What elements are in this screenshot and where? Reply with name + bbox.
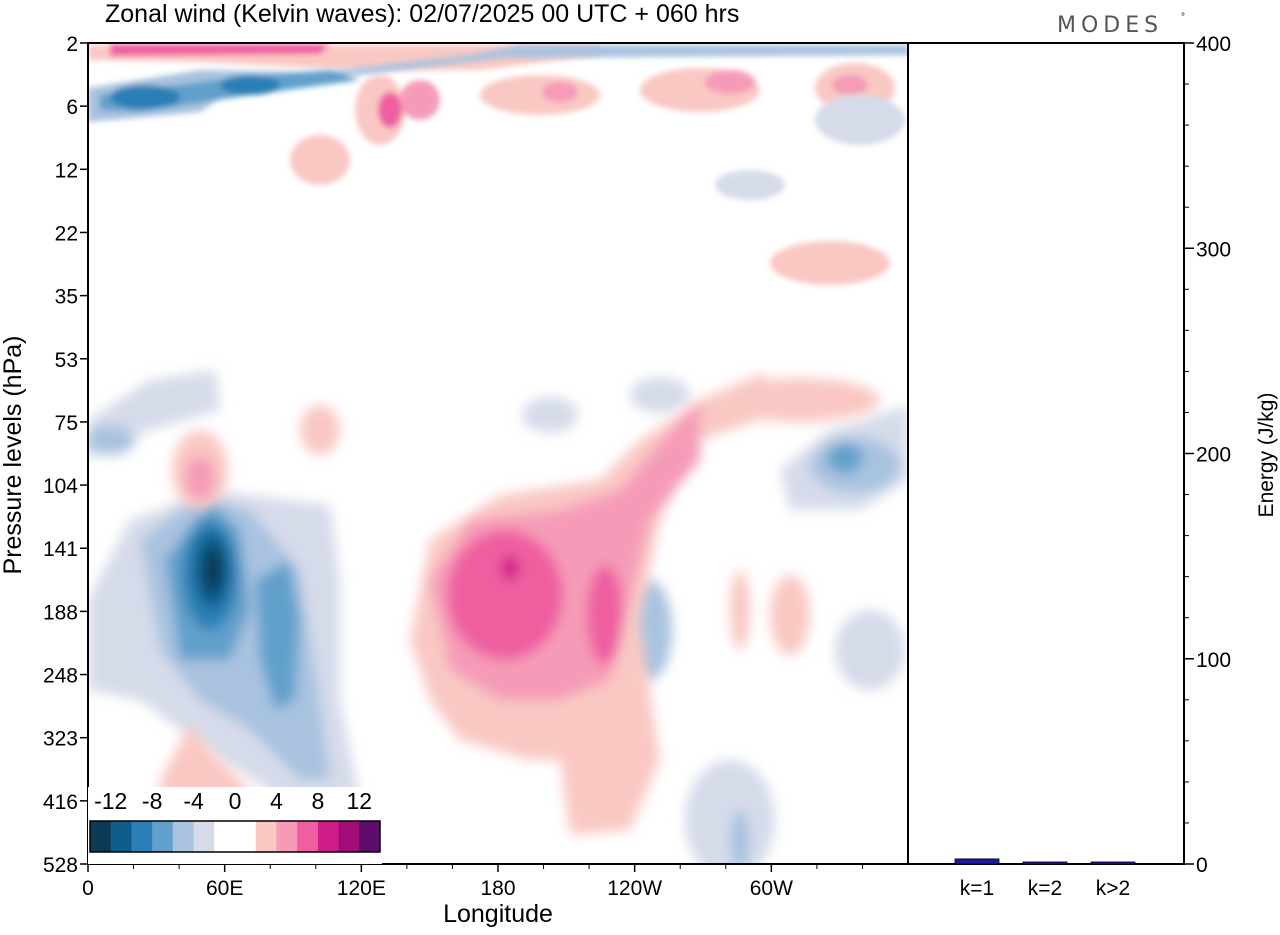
colorbar-swatch: [172, 821, 195, 852]
pressure-tick-label: 6: [66, 96, 78, 119]
colorbar-swatches: [90, 821, 381, 852]
pressure-tick-label: 248: [43, 665, 78, 688]
longitude-tick-label: 120W: [607, 877, 662, 900]
pressure-tick-label: 416: [43, 791, 78, 814]
energy-axis: 0 100 200 300 400: [1184, 33, 1231, 877]
colorbar-label: 4: [270, 788, 283, 814]
energy-tick-label: 300: [1196, 238, 1231, 261]
pressure-tick-label: 323: [43, 728, 78, 751]
wavenumber-label: k=1: [960, 877, 994, 900]
heatmap: [88, 44, 908, 864]
longitude-axis: 0 60E 120E 180 120W 60W: [82, 864, 863, 900]
negative-region-west-pacific: [88, 370, 775, 864]
y-axis-label: Pressure levels (hPa): [0, 336, 27, 575]
x-axis-label: Longitude: [443, 900, 553, 928]
colorbar-swatch: [235, 821, 257, 852]
modes-logo: MODES °: [1057, 12, 1185, 38]
longitude-tick-label: 180: [480, 877, 515, 900]
colorbar-swatch: [255, 821, 277, 852]
negative-region-stratosphere: [88, 45, 908, 200]
energy-axis-label: Energy (J/kg): [1255, 393, 1278, 518]
longitude-tick-label: 120E: [337, 877, 386, 900]
energy-bar: [954, 858, 1000, 865]
wavenumber-axis: k=1 k=2 k>2: [960, 877, 1130, 900]
brand-mark: °: [1181, 12, 1185, 23]
colorbar-label: -8: [142, 788, 162, 814]
energy-bars: [954, 858, 1136, 865]
energy-bar: [1022, 861, 1068, 865]
pressure-tick-label: 188: [43, 601, 78, 624]
longitude-tick-label: 60E: [206, 877, 243, 900]
colorbar-swatch: [214, 821, 236, 852]
wavenumber-label: k=2: [1028, 877, 1062, 900]
colorbar-swatch: [297, 821, 319, 852]
pressure-tick-label: 75: [55, 412, 78, 435]
energy-tick-label: 400: [1196, 33, 1231, 56]
colorbar: -12 -8 -4 0 4 8 12: [88, 787, 382, 864]
longitude-tick-label: 60W: [750, 877, 793, 900]
pressure-tick-label: 12: [55, 159, 78, 182]
colorbar-swatch: [317, 821, 340, 852]
colorbar-label: 8: [311, 788, 324, 814]
colorbar-swatch: [90, 821, 112, 852]
chart-title: Zonal wind (Kelvin waves): 02/07/2025 00…: [105, 0, 739, 28]
energy-bar: [1090, 861, 1136, 865]
colorbar-label: -4: [183, 788, 204, 814]
colorbar-swatch: [110, 821, 132, 852]
colorbar-label: 12: [346, 788, 372, 814]
pressure-tick-label: 2: [66, 33, 78, 56]
pressure-tick-label: 104: [43, 475, 78, 498]
energy-tick-label: 200: [1196, 444, 1231, 467]
pressure-tick-label: 22: [55, 222, 78, 245]
colorbar-outline: [89, 820, 381, 853]
colorbar-swatch: [359, 821, 381, 852]
pressure-axis: 2 6 12 22 35 53 75 104 141 188 248 323 416 528: [43, 33, 88, 877]
longitude-tick-label: 0: [82, 877, 94, 900]
pressure-tick-label: 53: [55, 349, 78, 372]
negative-region-east: [522, 377, 908, 690]
pressure-tick-label: 141: [43, 538, 78, 561]
pressure-tick-label: 528: [43, 854, 78, 877]
energy-tick-label: 100: [1196, 649, 1231, 672]
colorbar-swatch: [131, 821, 153, 852]
colorbar-swatch: [276, 821, 298, 852]
colorbar-label: 0: [229, 788, 242, 814]
colorbar-label: -12: [94, 788, 127, 814]
positive-region-stratosphere: [88, 44, 895, 285]
energy-tick-label: 0: [1196, 854, 1208, 877]
brand-wordmark: MODES: [1057, 13, 1163, 38]
energy-frame: [907, 42, 1185, 865]
colorbar-labels: -12 -8 -4 0 4 8 12: [94, 788, 372, 814]
colorbar-swatch: [338, 821, 360, 852]
colorbar-swatch: [193, 821, 215, 852]
pressure-tick-label: 35: [55, 286, 78, 309]
colorbar-swatch: [152, 821, 174, 852]
wavenumber-label: k>2: [1096, 877, 1130, 900]
